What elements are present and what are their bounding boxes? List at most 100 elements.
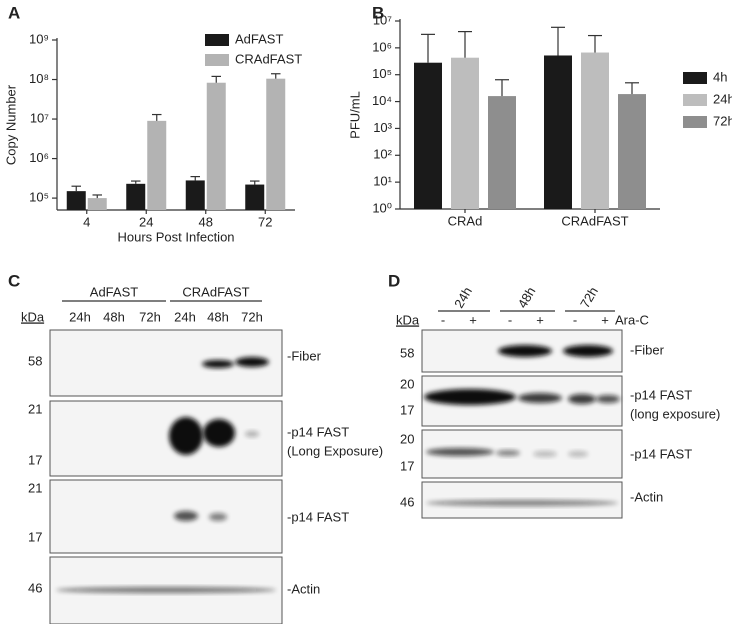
band-label: -Fiber (630, 342, 665, 357)
marker-label: 17 (400, 458, 414, 473)
y-tick-label: 10⁷ (373, 12, 392, 27)
lane-label: + (536, 312, 544, 327)
marker-label: 21 (28, 401, 42, 416)
band (426, 500, 618, 506)
band (202, 360, 234, 368)
error-bar (271, 73, 281, 79)
band (245, 431, 259, 437)
bar (488, 96, 516, 209)
y-tick-label: 10² (373, 147, 392, 162)
x-axis-label: Hours Post Infection (117, 229, 234, 244)
lane-label: - (441, 312, 445, 327)
unit-label: kDa (21, 309, 45, 324)
lane-label: 24h (174, 309, 196, 324)
legend-swatch (205, 34, 229, 46)
bar (66, 191, 86, 210)
band-label: -p14 FAST (287, 509, 349, 524)
legend-label: 24h (713, 91, 732, 106)
band (169, 417, 203, 455)
bar (266, 78, 286, 210)
y-tick-label: 10⁵ (372, 66, 392, 81)
band (209, 513, 227, 521)
x-tick-label: 24 (139, 214, 153, 229)
group-label: CRAdFAST (182, 284, 249, 299)
band-label: -p14 FAST (287, 424, 349, 439)
y-tick-label: 10⁶ (372, 39, 392, 54)
blot-c (49, 329, 283, 624)
lane-label: - (508, 312, 512, 327)
bar (206, 82, 226, 210)
legend-swatch (205, 54, 229, 66)
marker-label: 21 (28, 480, 42, 495)
bar (581, 52, 609, 210)
marker-label: 58 (28, 353, 42, 368)
marker-label: 58 (400, 345, 414, 360)
y-tick-label: 10⁵ (29, 190, 49, 205)
lane-label: 48h (207, 309, 229, 324)
band (203, 419, 235, 447)
timepoint-label: 72h (577, 284, 601, 310)
marker-label: 20 (400, 431, 414, 446)
band (533, 451, 557, 457)
marker-label: 17 (28, 529, 42, 544)
timepoint-label: 24h (451, 284, 475, 310)
error-bar (190, 175, 200, 181)
bar (185, 180, 205, 210)
band-note: (long exposure) (630, 406, 720, 421)
legend-label: 4h (713, 69, 727, 84)
error-bar (551, 26, 565, 56)
band-label: -Fiber (287, 348, 322, 363)
band (596, 395, 620, 403)
lane-label: 48h (103, 309, 125, 324)
x-tick-label: 4 (83, 214, 90, 229)
marker-label: 17 (400, 402, 414, 417)
panel-label: B (372, 3, 384, 22)
x-tick-label: 72 (258, 214, 272, 229)
y-tick-label: 10³ (373, 120, 392, 135)
band-note: (Long Exposure) (287, 443, 383, 458)
marker-label: 46 (28, 580, 42, 595)
band-label: -p14 FAST (630, 387, 692, 402)
legend-swatch (683, 94, 707, 106)
legend-swatch (683, 72, 707, 84)
y-tick-label: 10¹ (373, 174, 392, 189)
band (498, 345, 552, 357)
x-tick-label: CRAd (448, 213, 483, 228)
lane-label: 24h (69, 309, 91, 324)
error-bar (92, 194, 102, 199)
y-axis-label: Copy Number (3, 84, 18, 165)
band (426, 448, 494, 456)
error-bar (250, 180, 260, 185)
legend-label: AdFAST (235, 31, 283, 46)
band-label: -p14 FAST (630, 446, 692, 461)
band (518, 393, 562, 403)
y-tick-label: 10⁶ (29, 150, 49, 165)
error-bar (152, 113, 162, 121)
band (563, 345, 613, 357)
error-bar (495, 79, 509, 97)
unit-label: kDa (396, 312, 420, 327)
blot-d (421, 329, 623, 519)
panel-label: C (8, 271, 20, 290)
band-label: -Actin (287, 581, 320, 596)
lane-label: + (601, 312, 609, 327)
error-bar (131, 180, 141, 184)
bar (451, 57, 479, 209)
y-tick-label: 10⁰ (372, 200, 392, 215)
marker-label: 46 (400, 494, 414, 509)
legend-swatch (683, 116, 707, 128)
bar (618, 94, 646, 209)
error-bar (71, 185, 81, 192)
band (568, 451, 588, 457)
legend-label: 72h (713, 113, 732, 128)
treatment-label: Ara-C (615, 312, 649, 327)
bar (87, 198, 107, 210)
band (174, 511, 198, 521)
error-bar (625, 82, 639, 95)
y-tick-label: 10⁸ (29, 71, 49, 86)
bar (414, 62, 442, 210)
band (424, 389, 516, 405)
group-label: AdFAST (90, 284, 138, 299)
y-tick-label: 10⁹ (29, 31, 49, 46)
